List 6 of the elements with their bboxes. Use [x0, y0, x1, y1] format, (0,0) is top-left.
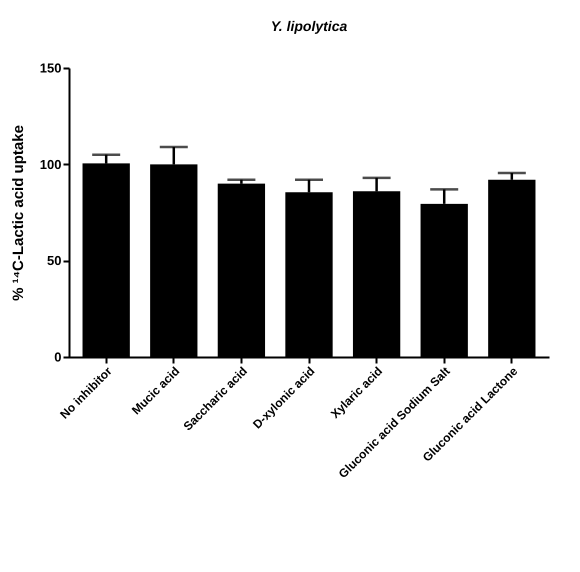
y-tick-label: 150: [40, 60, 62, 76]
y-axis-title: % ¹⁴C-Lactic acid uptake: [10, 125, 27, 301]
y-tick-label: 100: [40, 156, 62, 172]
chart-title: Y. lipolytica: [270, 18, 348, 34]
y-tick-label: 50: [47, 253, 62, 268]
y-tick-label: 0: [54, 350, 62, 364]
